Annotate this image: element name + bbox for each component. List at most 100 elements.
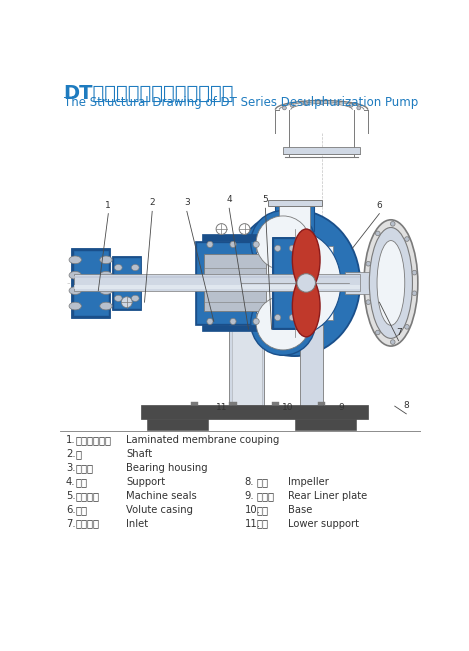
Circle shape [349, 104, 353, 107]
Bar [283, 147, 360, 154]
Circle shape [376, 231, 380, 236]
Text: 5: 5 [263, 195, 268, 204]
Ellipse shape [292, 275, 320, 337]
Circle shape [289, 280, 295, 286]
Ellipse shape [100, 271, 112, 279]
Bar [274, 239, 296, 327]
Bar [300, 326, 323, 408]
Ellipse shape [131, 280, 139, 286]
Circle shape [253, 242, 259, 247]
Text: 机械密封: 机械密封 [76, 491, 100, 501]
Text: 6.: 6. [66, 505, 76, 515]
Text: 底座: 底座 [256, 505, 268, 515]
Text: 进口短管: 进口短管 [76, 519, 100, 529]
Circle shape [230, 318, 236, 324]
Text: 轴: 轴 [76, 449, 82, 459]
Bar [191, 402, 198, 406]
Bar [74, 285, 360, 289]
Text: 2: 2 [150, 199, 155, 208]
Circle shape [230, 242, 236, 247]
Text: Impeller: Impeller [288, 477, 329, 487]
Circle shape [253, 318, 259, 324]
Ellipse shape [100, 302, 112, 310]
Bar [268, 200, 322, 206]
Text: 石家庄市腾麟商贸业有限公司: 石家庄市腾麟商贸业有限公司 [205, 286, 275, 295]
Text: 11.: 11. [245, 519, 261, 529]
Circle shape [390, 340, 395, 344]
Bar [195, 241, 275, 326]
Circle shape [216, 224, 227, 234]
Ellipse shape [69, 256, 81, 264]
Bar [272, 402, 279, 406]
Text: Volute casing: Volute casing [126, 505, 193, 515]
Ellipse shape [100, 256, 112, 264]
Bar [345, 272, 389, 294]
Bar [113, 258, 140, 309]
Text: Bearing housing: Bearing housing [126, 463, 208, 473]
Ellipse shape [251, 210, 316, 275]
Circle shape [376, 330, 380, 335]
Bar [74, 251, 107, 315]
Text: 4: 4 [227, 195, 232, 204]
Bar [232, 327, 262, 405]
Ellipse shape [256, 216, 310, 270]
Ellipse shape [229, 210, 360, 356]
Text: 叶轮: 叶轮 [256, 477, 268, 487]
Ellipse shape [114, 280, 122, 286]
Bar [74, 276, 360, 279]
Text: 11: 11 [216, 404, 227, 412]
Circle shape [405, 325, 409, 329]
Circle shape [412, 270, 417, 275]
Bar [202, 326, 268, 331]
Text: 3.: 3. [66, 463, 76, 473]
Bar [279, 204, 310, 229]
Text: 支架: 支架 [256, 519, 268, 529]
Text: 8.: 8. [245, 477, 254, 487]
Circle shape [303, 102, 307, 105]
Bar [141, 406, 368, 419]
Circle shape [390, 221, 395, 226]
Text: 膜片式联轴器: 膜片式联轴器 [76, 436, 112, 445]
Text: Lower support: Lower support [288, 519, 359, 529]
Bar [295, 419, 356, 430]
Ellipse shape [114, 264, 122, 271]
Circle shape [357, 106, 361, 110]
Circle shape [282, 106, 287, 110]
Bar [71, 248, 110, 318]
Bar [318, 402, 325, 406]
Text: 5.: 5. [66, 491, 76, 501]
Text: 2.: 2. [66, 449, 76, 459]
Bar [197, 243, 273, 323]
Bar [256, 246, 333, 320]
Text: Shaft: Shaft [126, 449, 152, 459]
Ellipse shape [369, 227, 412, 339]
Circle shape [207, 242, 213, 247]
Ellipse shape [131, 296, 139, 301]
Text: 4.: 4. [66, 477, 76, 487]
Text: Support: Support [126, 477, 165, 487]
Ellipse shape [292, 229, 320, 290]
Circle shape [366, 300, 371, 305]
Bar [277, 255, 301, 311]
Bar [275, 252, 303, 314]
Text: Base: Base [288, 505, 313, 515]
Text: 10.: 10. [245, 505, 260, 515]
Bar [251, 243, 339, 323]
Text: 蜗壳: 蜗壳 [76, 505, 88, 515]
Text: Rear Liner plate: Rear Liner plate [288, 491, 368, 501]
Circle shape [412, 291, 417, 296]
Ellipse shape [114, 296, 122, 301]
Text: Machine seals: Machine seals [126, 491, 197, 501]
Text: DT系列大型浆液循环泵结构图: DT系列大型浆液循环泵结构图 [64, 83, 234, 102]
Text: 6: 6 [377, 201, 382, 210]
Text: 7.: 7. [66, 519, 76, 529]
Bar [229, 402, 237, 406]
Text: 3: 3 [184, 199, 190, 208]
Circle shape [275, 280, 281, 286]
Text: Inlet: Inlet [126, 519, 148, 529]
Circle shape [336, 102, 340, 105]
Bar [204, 255, 266, 311]
Circle shape [289, 314, 295, 321]
Text: 7: 7 [396, 328, 401, 337]
Circle shape [207, 318, 213, 324]
